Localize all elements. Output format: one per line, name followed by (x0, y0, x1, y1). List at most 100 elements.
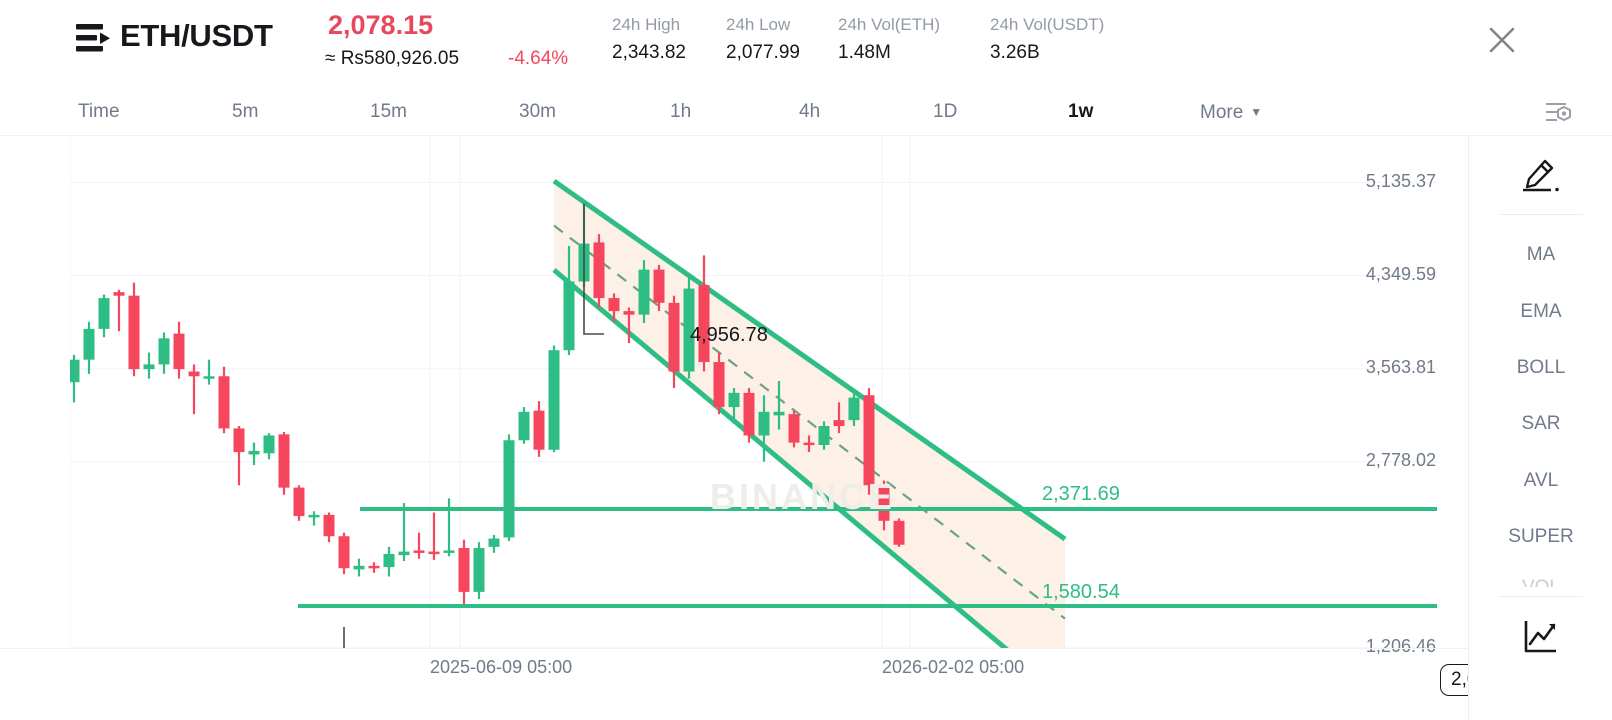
candlestick (128, 282, 140, 377)
line-chart-icon[interactable] (1469, 614, 1612, 658)
candlestick (713, 352, 725, 415)
price-axis: 5,135.37 4,349.59 3,563.81 2,778.02 1,20… (1366, 136, 1612, 656)
candlestick (113, 289, 125, 332)
candlestick (728, 388, 740, 424)
candlestick (368, 562, 380, 573)
candlestick (788, 410, 800, 448)
stat-value: 2,343.82 (612, 42, 686, 63)
candlestick (458, 539, 470, 607)
swing-high-leader-line (583, 203, 604, 335)
channel-upper-trendline (552, 178, 1067, 542)
tab-30m[interactable]: 30m (519, 101, 556, 122)
sidebar-item-ema[interactable]: EMA (1520, 301, 1562, 322)
tab-4h[interactable]: 4h (799, 101, 821, 122)
price-axis-tick: 5,135.37 (1365, 170, 1436, 191)
sidebar-item-super[interactable]: SUPER (1508, 526, 1574, 547)
stat-value: 2,077.99 (726, 42, 800, 63)
candlestick (533, 401, 545, 457)
tab-15m[interactable]: 15m (370, 101, 407, 122)
chevron-down-icon: ▼ (1250, 105, 1263, 119)
candlestick (143, 352, 155, 379)
tab-1w[interactable]: 1w (1068, 101, 1094, 122)
candlestick (428, 512, 440, 560)
sidebar-item-boll[interactable]: BOLL (1516, 357, 1566, 378)
candlestick (308, 511, 320, 526)
sidebar-item-sar[interactable]: SAR (1521, 413, 1561, 434)
candlestick (878, 480, 890, 531)
header-bar: ETH/USDT 2,078.15 ≈ Rs580,926.05 -4.64% … (0, 0, 1612, 88)
sidebar-item-ma[interactable]: MA (1526, 244, 1556, 265)
candlestick (638, 260, 650, 323)
sidebar-item-clipped[interactable]: VOL (1469, 577, 1612, 587)
candlestick (233, 426, 245, 486)
chart-plot-area[interactable] (70, 136, 1438, 648)
candlestick (203, 359, 215, 385)
candlestick (563, 245, 575, 355)
price-axis-tick: 2,778.02 (1365, 449, 1436, 470)
candlestick (413, 532, 425, 559)
close-icon[interactable] (1484, 22, 1520, 58)
swing-low-leader-line (343, 626, 345, 648)
candlestick (398, 503, 410, 562)
candlestick (173, 321, 185, 379)
binance-eth-logo-icon (76, 24, 110, 52)
resistance-level-label: 2,371.69 (1042, 483, 1120, 505)
candlestick-chart[interactable]: BINANCE 4,956.78 1,385.05 2,371.69 1,580… (70, 136, 1438, 648)
candlestick (803, 435, 815, 453)
chart-settings-icon[interactable] (1544, 98, 1574, 126)
candlestick (653, 264, 665, 312)
tab-1d[interactable]: 1D (933, 101, 958, 122)
candlestick (278, 431, 290, 495)
more-label: More (1200, 102, 1244, 123)
tab-5m[interactable]: 5m (232, 101, 259, 122)
candlestick (488, 535, 500, 553)
tab-time[interactable]: Time (78, 101, 120, 122)
stat-label: 24h High (612, 15, 681, 34)
candlestick (818, 421, 830, 450)
support-level-label: 1,580.54 (1042, 581, 1120, 603)
timeframe-toolbar: Time 5m 15m 30m 1h 4h 1D 1w More ▼ (0, 88, 1612, 136)
stat-24h-vol-eth: 24h Vol(ETH) 1.48M (838, 12, 940, 68)
candlestick (848, 390, 860, 427)
price-axis-tick: 3,563.81 (1365, 356, 1436, 377)
candlestick (218, 366, 230, 434)
candlestick (893, 518, 905, 547)
pencil-draw-icon[interactable] (1469, 156, 1612, 196)
candlestick (188, 364, 200, 415)
price-change-percent: -4.64% (508, 48, 569, 69)
candlestick (548, 345, 560, 453)
price-axis-tick: 4,349.59 (1365, 263, 1436, 284)
time-axis-tick: 2025-06-09 05:00 (430, 657, 573, 677)
more-timeframes-button[interactable]: More ▼ (1200, 88, 1262, 136)
tab-1h[interactable]: 1h (670, 101, 692, 122)
candlestick (83, 321, 95, 374)
last-price: 2,078.15 (328, 10, 434, 40)
candlestick (683, 277, 695, 379)
candlestick (503, 434, 515, 541)
time-axis-tick: 2026-02-02 05:00 (882, 657, 1025, 677)
sidebar-item-avl[interactable]: AVL (1523, 470, 1559, 491)
candlestick (338, 532, 350, 575)
candlestick (863, 388, 875, 495)
candlestick (698, 255, 710, 372)
candlestick (353, 558, 365, 577)
stat-label: 24h Vol(USDT) (990, 15, 1105, 34)
candlestick (668, 295, 680, 389)
stat-label: 24h Low (726, 15, 791, 34)
candlestick (608, 293, 620, 322)
candlestick (293, 485, 305, 521)
swing-high-annotation: 4,956.78 (690, 324, 768, 346)
time-axis: 2025-06-09 05:00 2026-02-02 05:00 (0, 648, 1612, 688)
channel-lower-trendline (552, 268, 1009, 648)
stat-label: 24h Vol(ETH) (838, 15, 941, 34)
candlestick (263, 433, 275, 460)
candlestick (623, 307, 635, 344)
stat-value: 1.48M (838, 42, 891, 63)
candlestick (98, 294, 110, 338)
page-title: ETH/USDT (120, 18, 273, 53)
channel-fill (554, 181, 1065, 648)
candlestick (70, 354, 80, 403)
candlestick (743, 388, 755, 443)
stat-24h-vol-usdt: 24h Vol(USDT) 3.26B (990, 12, 1104, 68)
stat-24h-high: 24h High 2,343.82 (612, 12, 686, 68)
